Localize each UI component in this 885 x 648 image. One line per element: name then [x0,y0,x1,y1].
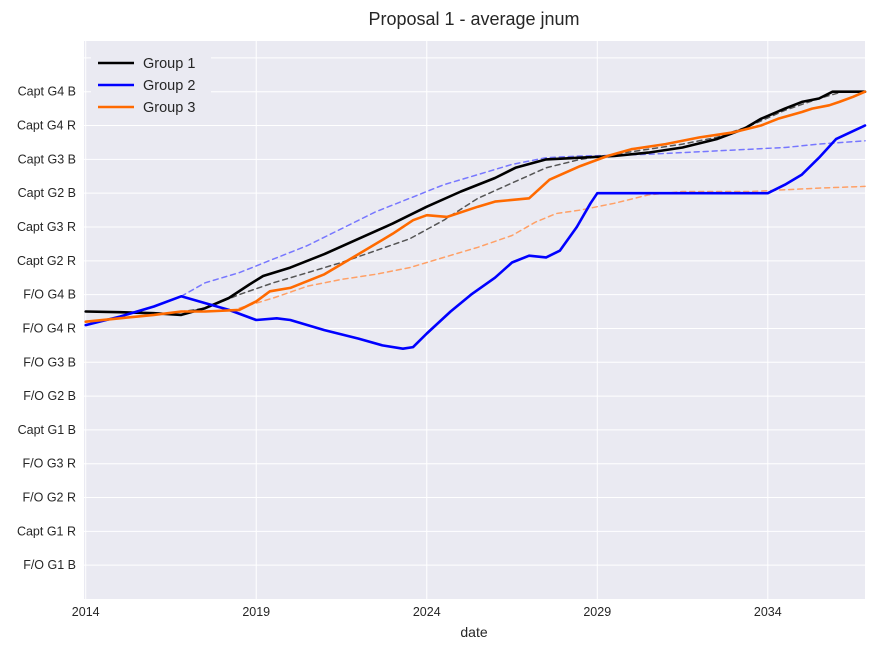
y-tick-label: F/O G2 R [23,491,76,505]
y-tick-label: Capt G4 B [18,85,76,99]
plot-area [84,41,865,599]
x-axis: 2014 2019 2024 2029 2034 [72,605,782,619]
legend-entry: Group 1 [143,56,195,72]
y-tick-label: F/O G4 B [23,288,76,302]
legend-box [91,48,211,122]
y-tick-label: F/O G3 B [23,355,76,369]
x-tick-label: 2014 [72,605,100,619]
x-tick-label: 2029 [583,605,611,619]
y-tick-label: Capt G3 B [18,152,76,166]
series-line-group-1 [84,90,867,317]
y-tick-label: Capt G2 B [18,186,76,200]
x-tick-label: 2034 [754,605,782,619]
y-tick-label: Capt G1 B [18,423,76,437]
trend-line-3 [170,90,844,314]
y-tick-label: Capt G2 R [17,254,76,268]
y-tick-label: F/O G2 B [23,389,76,403]
y-tick-label: Capt G4 R [17,119,76,133]
y-tick-label: Capt G1 R [17,524,76,538]
trend-line-4 [180,140,866,298]
y-tick-label: F/O G4 R [23,321,76,335]
series-layer [84,90,867,351]
legend-entry: Group 2 [143,78,195,94]
x-axis-label: date [460,624,487,640]
x-tick-label: 2024 [413,605,441,619]
y-axis: F/O G1 B Capt G1 R F/O G2 R F/O G3 R Capt G1… [17,85,76,572]
chart-title: Proposal 1 - average jnum [368,9,579,29]
x-tick-label: 2019 [242,605,270,619]
legend: Group 1 Group 2 Group 3 [91,48,211,122]
series-line-group-3 [84,90,867,324]
series-line-group-2 [84,124,867,351]
trend-line-5 [238,185,866,309]
y-tick-label: F/O G3 R [23,457,76,471]
y-tick-label: F/O G1 B [23,558,76,572]
y-tick-label: Capt G3 R [17,220,76,234]
legend-entry: Group 3 [143,100,195,116]
